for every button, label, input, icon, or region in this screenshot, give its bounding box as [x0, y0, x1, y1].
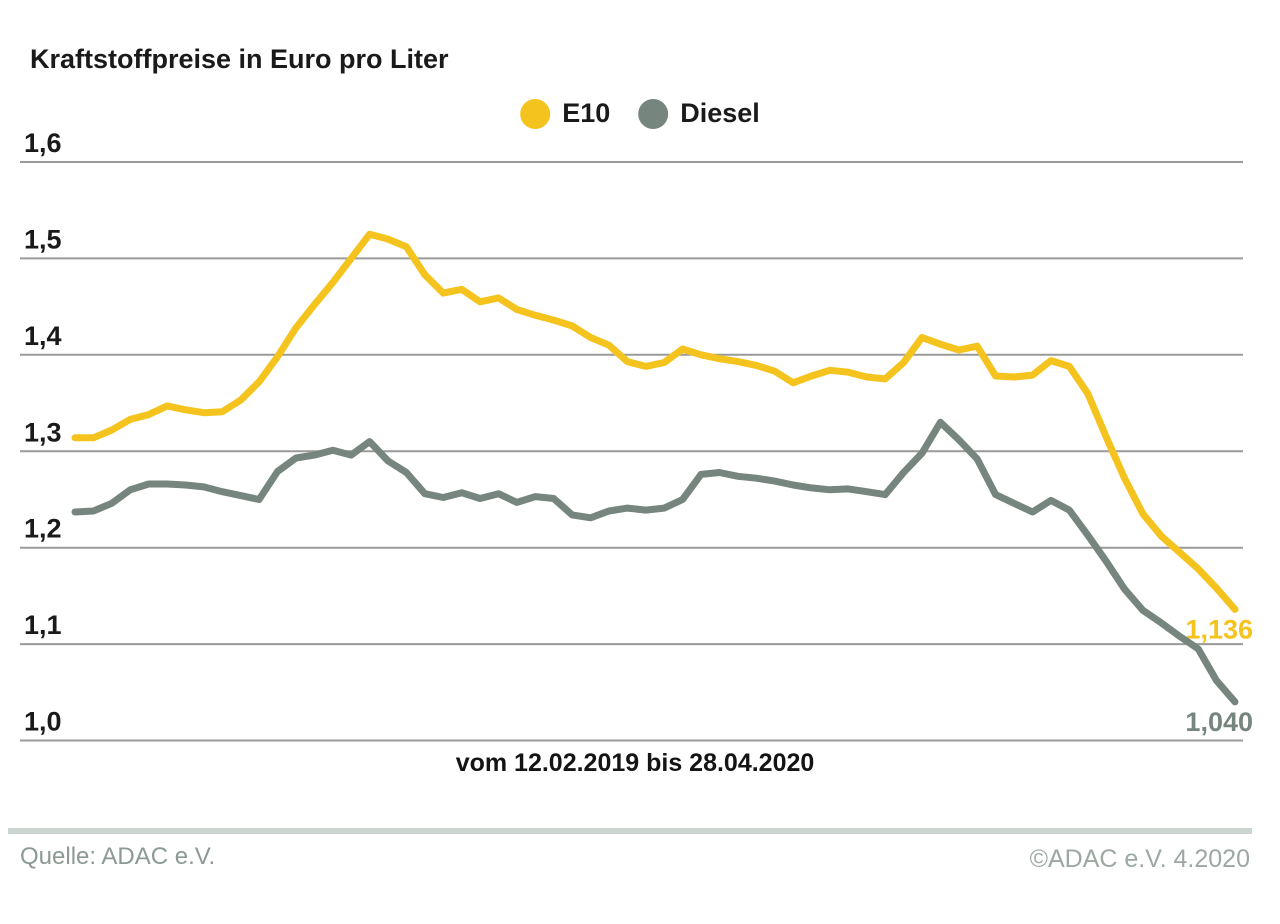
- x-axis-period-caption: vom 12.02.2019 bis 28.04.2020: [455, 749, 815, 777]
- y-axis-label-1,6: 1,6: [24, 128, 62, 158]
- legend-item-e10: E10: [520, 98, 610, 129]
- chart-title: Kraftstoffpreise in Euro pro Liter: [30, 44, 449, 74]
- e10-line: [71, 230, 1239, 613]
- footer-divider: [8, 828, 1252, 834]
- legend-label-diesel: Diesel: [680, 98, 760, 128]
- diesel-line: [71, 418, 1239, 706]
- copyright-text: ©ADAC e.V. 4.2020: [1029, 845, 1250, 873]
- source-text: Quelle: ADAC e.V.: [20, 843, 216, 870]
- diesel-end-value-label: 1,040: [1185, 707, 1253, 737]
- chart-legend: E10 Diesel: [520, 98, 760, 129]
- y-axis-label-1,0: 1,0: [24, 707, 62, 737]
- y-axis-label-1,2: 1,2: [24, 514, 62, 544]
- y-axis-label-1,3: 1,3: [24, 417, 62, 447]
- legend-label-e10: E10: [562, 98, 611, 128]
- y-axis-label-1,1: 1,1: [24, 610, 62, 640]
- y-axis-label-1,4: 1,4: [24, 321, 62, 351]
- y-axis-label-1,5: 1,5: [24, 224, 62, 254]
- e10-legend-dot-icon: [520, 98, 551, 129]
- legend-item-diesel: Diesel: [638, 98, 760, 129]
- e10-end-value-label: 1,136: [1185, 614, 1253, 644]
- diesel-legend-dot-icon: [638, 98, 669, 129]
